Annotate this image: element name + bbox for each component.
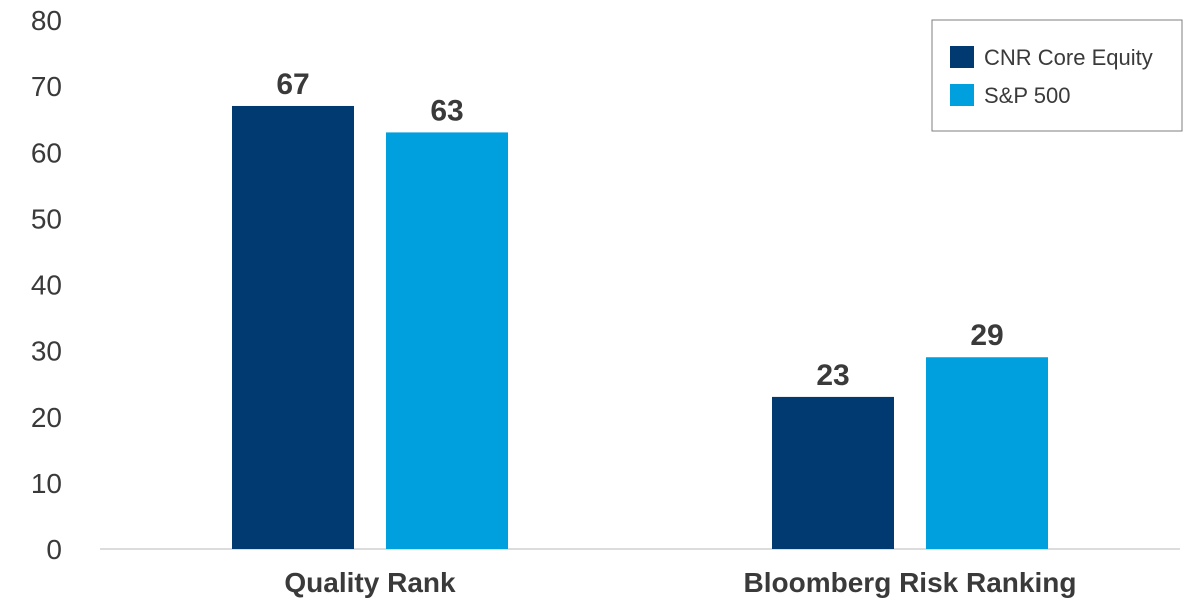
y-tick-label: 0 — [46, 534, 62, 565]
bar-cnr-core-equity — [232, 105, 354, 550]
bars — [232, 105, 1048, 550]
category-label: Quality Rank — [284, 567, 456, 598]
data-label: 29 — [970, 319, 1003, 352]
y-tick-label: 20 — [31, 402, 62, 433]
y-tick-label: 40 — [31, 270, 62, 301]
y-axis: 0 10 20 30 40 50 60 70 80 — [31, 5, 62, 565]
legend-swatch — [950, 46, 974, 68]
category-labels: Quality Rank Bloomberg Risk Ranking — [284, 567, 1076, 598]
category-label: Bloomberg Risk Ranking — [744, 567, 1077, 598]
y-tick-label: 10 — [31, 468, 62, 499]
legend-label: CNR Core Equity — [984, 45, 1153, 70]
y-tick-label: 60 — [31, 137, 62, 168]
data-label: 63 — [430, 94, 463, 127]
data-label: 67 — [276, 68, 309, 101]
bar-sp-500 — [926, 357, 1048, 549]
bar-sp-500 — [386, 132, 508, 549]
data-labels: 67 63 23 29 — [276, 68, 1003, 392]
y-tick-label: 80 — [31, 5, 62, 36]
bar-cnr-core-equity — [772, 396, 894, 549]
y-tick-label: 70 — [31, 71, 62, 102]
legend-swatch — [950, 84, 974, 106]
legend-label: S&P 500 — [984, 83, 1070, 108]
y-tick-label: 50 — [31, 203, 62, 234]
data-label: 23 — [816, 359, 849, 392]
legend: CNR Core Equity S&P 500 — [931, 19, 1183, 132]
y-tick-label: 30 — [31, 336, 62, 367]
legend-box — [931, 19, 1183, 132]
